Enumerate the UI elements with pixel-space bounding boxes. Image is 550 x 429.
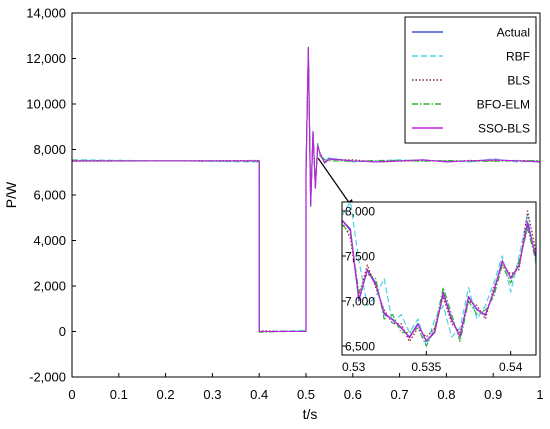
main-y-tick-label: 6,000 (33, 188, 66, 203)
main-y-tick-label: 2,000 (33, 279, 66, 294)
inset-plot: 0.53 0.535 0.54 6,500 7,000 7,500 8,000 (341, 201, 537, 374)
inset-y-tick-label: 7,500 (345, 250, 375, 264)
main-x-tick-label: 0.1 (110, 387, 128, 402)
inset-series-group (342, 202, 536, 347)
main-x-tick-label: 0.2 (157, 387, 175, 402)
legend-label-actual: Actual (497, 26, 530, 40)
main-x-tick-label: 0.8 (437, 387, 455, 402)
legend-label-rbf: RBF (506, 50, 530, 64)
main-y-tick-label: 10,000 (26, 97, 66, 112)
y-axis-title: P/W (3, 181, 19, 208)
inset-frame (341, 201, 537, 356)
main-x-tick-label: 0.6 (344, 387, 362, 402)
inset-series-bfo-elm (342, 224, 536, 347)
main-x-tick-label: 0.4 (250, 387, 268, 402)
main-x-tick-label: 1 (536, 387, 543, 402)
inset-x-tick-label: 0.54 (499, 360, 523, 374)
main-x-tick-label: 0.9 (484, 387, 502, 402)
main-series-group (72, 46, 540, 333)
main-series-sso-bls (72, 47, 540, 333)
inset-y-tick-label: 8,000 (345, 205, 375, 219)
main-y-tick-label: 14,000 (26, 6, 66, 21)
main-y-tick-label: -2,000 (29, 370, 66, 385)
legend: Actual RBF BLS BFO-ELM SSO-BLS (404, 16, 537, 144)
legend-label-bls: BLS (507, 74, 530, 88)
inset-y-tick-label: 6,500 (345, 340, 375, 354)
main-y-tick-label: 8,000 (33, 142, 66, 157)
legend-label-bfo-elm: BFO-ELM (477, 98, 530, 112)
main-x-tick-label: 0.3 (203, 387, 221, 402)
main-y-tick-label: 12,000 (26, 51, 66, 66)
legend-label-sso-bls: SSO-BLS (478, 122, 530, 136)
main-x-tick-label: 0.5 (297, 387, 315, 402)
inset-series-sso-bls (342, 219, 536, 342)
inset-plot-area (342, 202, 536, 355)
main-x-tick-label: 0.7 (391, 387, 409, 402)
inset-x-tick-label: 0.535 (411, 360, 441, 374)
main-y-tick-label: 0 (59, 324, 66, 339)
inset-y-tick-label: 7,000 (345, 295, 375, 309)
inset-x-tick-label: 0.53 (342, 360, 366, 374)
x-axis-title: t/s (303, 406, 318, 422)
main-x-tick-label: 0 (68, 387, 75, 402)
main-y-tick-label: 4,000 (33, 233, 66, 248)
